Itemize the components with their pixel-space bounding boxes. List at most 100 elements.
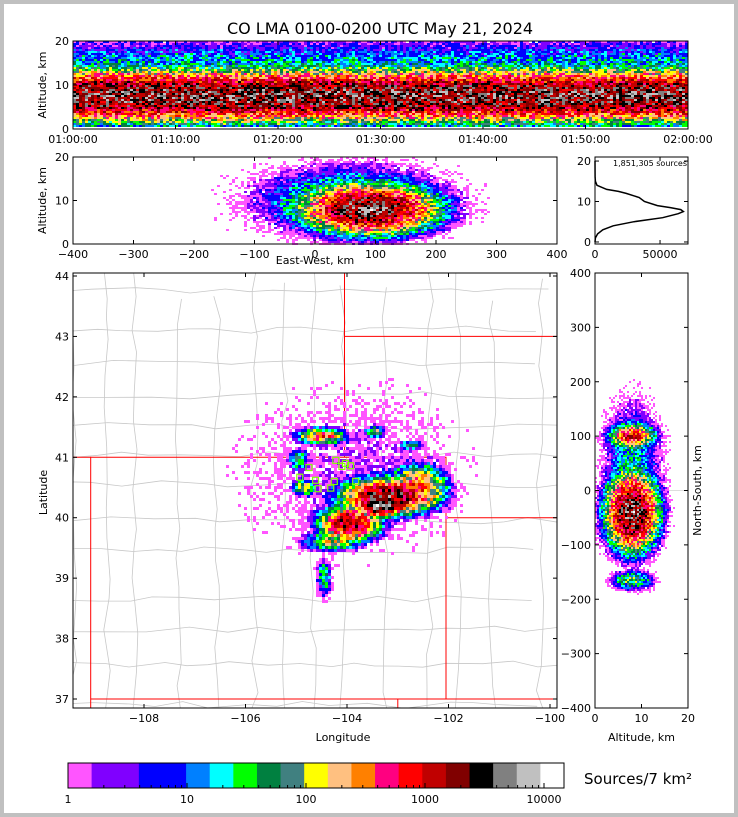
density-cell bbox=[664, 43, 667, 45]
density-cell bbox=[130, 49, 133, 51]
density-cell bbox=[262, 67, 265, 69]
density-cell bbox=[649, 79, 652, 81]
density-cell bbox=[271, 53, 274, 55]
density-cell bbox=[430, 53, 433, 55]
density-cell bbox=[157, 71, 160, 73]
density-cell bbox=[181, 71, 184, 73]
density-cell bbox=[412, 57, 415, 59]
density-cell bbox=[187, 83, 190, 85]
density-cell bbox=[256, 47, 259, 49]
density-cell bbox=[268, 71, 271, 73]
density-cell bbox=[613, 85, 616, 87]
density-cell bbox=[490, 79, 493, 81]
density-cell bbox=[610, 75, 613, 77]
density-cell bbox=[610, 63, 613, 65]
density-cell bbox=[103, 79, 106, 81]
density-cell bbox=[217, 49, 220, 51]
density-cell bbox=[148, 89, 151, 91]
density-cell bbox=[382, 79, 385, 81]
density-cell bbox=[607, 47, 610, 49]
density-cell bbox=[130, 61, 133, 63]
density-cell bbox=[619, 41, 622, 43]
density-cell bbox=[241, 69, 244, 71]
density-cell bbox=[508, 49, 511, 51]
density-cell bbox=[520, 55, 523, 57]
density-cell bbox=[427, 49, 430, 51]
density-cell bbox=[190, 83, 193, 85]
density-cell bbox=[304, 47, 307, 49]
density-cell bbox=[493, 51, 496, 53]
density-cell bbox=[106, 57, 109, 59]
density-cell bbox=[679, 77, 682, 79]
density-cell bbox=[79, 65, 82, 67]
density-cell bbox=[658, 75, 661, 77]
density-cell bbox=[445, 61, 448, 63]
density-cell bbox=[550, 51, 553, 53]
density-cell bbox=[445, 73, 448, 75]
density-cell bbox=[481, 65, 484, 67]
density-cell bbox=[154, 63, 157, 65]
density-cell bbox=[622, 81, 625, 83]
density-cell bbox=[97, 69, 100, 71]
density-cell bbox=[175, 79, 178, 81]
density-cell bbox=[460, 43, 463, 45]
density-cell bbox=[85, 69, 88, 71]
density-cell bbox=[196, 89, 199, 91]
density-cell bbox=[235, 89, 238, 91]
density-cell bbox=[625, 43, 628, 45]
density-cell bbox=[499, 59, 502, 61]
density-cell bbox=[379, 81, 382, 83]
density-cell bbox=[133, 55, 136, 57]
density-cell bbox=[433, 47, 436, 49]
density-cell bbox=[319, 61, 322, 63]
density-cell bbox=[580, 73, 583, 75]
density-cell bbox=[478, 43, 481, 45]
density-cell bbox=[472, 83, 475, 85]
density-cell bbox=[421, 87, 424, 89]
density-cell bbox=[274, 41, 277, 43]
density-cell bbox=[226, 79, 229, 81]
density-cell bbox=[670, 85, 673, 87]
density-cell bbox=[211, 43, 214, 45]
density-cell bbox=[262, 87, 265, 89]
density-cell bbox=[505, 75, 508, 77]
density-cell bbox=[289, 65, 292, 67]
density-cell bbox=[289, 41, 292, 43]
density-cell bbox=[355, 65, 358, 67]
density-cell bbox=[190, 71, 193, 73]
density-cell bbox=[334, 67, 337, 69]
density-cell bbox=[424, 79, 427, 81]
density-cell bbox=[193, 71, 196, 73]
density-cell bbox=[112, 67, 115, 69]
density-cell bbox=[232, 67, 235, 69]
density-cell bbox=[682, 41, 685, 43]
density-cell bbox=[187, 55, 190, 57]
density-cell bbox=[193, 81, 196, 83]
density-cell bbox=[325, 59, 328, 61]
density-cell bbox=[208, 55, 211, 57]
density-cell bbox=[346, 57, 349, 59]
density-cell bbox=[553, 57, 556, 59]
density-cell bbox=[241, 49, 244, 51]
density-cell bbox=[76, 69, 79, 71]
density-cell bbox=[76, 61, 79, 63]
density-cell bbox=[163, 79, 166, 81]
density-cell bbox=[520, 67, 523, 69]
density-cell bbox=[589, 63, 592, 65]
density-cell bbox=[592, 65, 595, 67]
density-cell bbox=[535, 77, 538, 79]
density-cell bbox=[265, 83, 268, 85]
density-cell bbox=[562, 47, 565, 49]
density-cell bbox=[223, 69, 226, 71]
density-cell bbox=[313, 79, 316, 81]
density-cell bbox=[412, 67, 415, 69]
density-cell bbox=[415, 43, 418, 45]
density-cell bbox=[166, 41, 169, 43]
density-cell bbox=[424, 77, 427, 79]
density-cell bbox=[550, 61, 553, 63]
density-cell bbox=[166, 57, 169, 59]
density-cell bbox=[685, 69, 688, 71]
density-cell bbox=[442, 57, 445, 59]
density-cell bbox=[76, 51, 79, 53]
density-cell bbox=[517, 77, 520, 79]
